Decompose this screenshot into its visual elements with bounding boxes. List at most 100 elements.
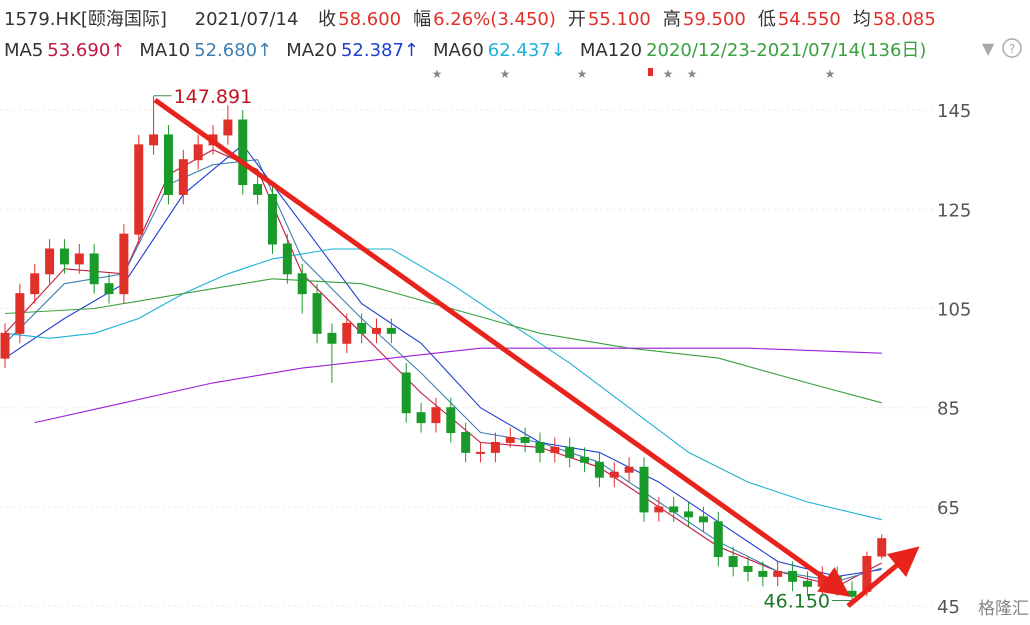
y-tick-label: 125 (937, 200, 971, 221)
candle-body (163, 134, 173, 195)
quote-value: 58.085 (872, 9, 936, 30)
candle-body (594, 461, 604, 478)
candle-body (773, 570, 783, 577)
ma-line (4, 159, 882, 582)
marker (648, 68, 653, 76)
star: ★ (663, 67, 674, 81)
ma-line (4, 144, 882, 577)
candle-body (505, 436, 515, 443)
max-label: 147.891 (174, 86, 253, 108)
symbol: 1579.HK[颐海国际] (4, 9, 167, 30)
y-tick-label: 45 (937, 597, 960, 618)
quote-label: 低 (757, 9, 776, 30)
help-icon-mark: ? (1009, 42, 1015, 56)
candle-body (490, 441, 500, 453)
ma-name: MA120 (579, 40, 643, 61)
candle-body (639, 466, 649, 513)
quote-value: 54.550 (777, 9, 841, 30)
quote-label: 收 (318, 9, 337, 30)
min-label: 46.150 (764, 590, 830, 612)
candle-body (669, 506, 679, 513)
y-tick-label: 85 (937, 399, 960, 420)
ma-value: 52.680↑ (194, 40, 273, 61)
trend-arrow (153, 97, 851, 597)
candle-body (372, 327, 381, 334)
candle-body (416, 412, 426, 424)
candle-body (149, 134, 159, 146)
ma-line (4, 278, 882, 404)
ma-name: MA5 (4, 40, 44, 61)
ma-line (34, 347, 882, 424)
candle-body (743, 565, 753, 572)
candle-body (446, 407, 456, 434)
candle-body (104, 283, 114, 295)
candle-body (357, 322, 367, 334)
quote-row: 1579.HK[颐海国际] 2021/07/14 收 58.600 幅 6.26%(3… (4, 5, 948, 31)
quote-value: 55.100 (587, 9, 651, 30)
quote-label: 均 (852, 9, 871, 30)
quote-value: 58.600 (338, 9, 402, 30)
candle-body (520, 436, 530, 443)
event-stars: ★ ★ ★ ★ ★ ★ (432, 67, 836, 81)
candle-body (684, 511, 694, 518)
candle-body (654, 506, 664, 513)
ma-line (4, 248, 882, 521)
candle-body (134, 144, 144, 235)
ma-name: MA60 (433, 40, 484, 61)
candle-body (386, 327, 396, 334)
candle-body (461, 432, 471, 453)
y-tick-label: 105 (937, 300, 971, 321)
quote-label: 高 (662, 9, 681, 30)
ma-value: 62.437↓ (487, 40, 566, 61)
candle-body (119, 233, 129, 295)
star: ★ (500, 67, 511, 81)
ma-value: 52.387↑ (340, 40, 420, 61)
ma-value: 53.690↑ (47, 40, 126, 61)
quote-value: 59.500 (682, 9, 746, 30)
candle-body (312, 293, 322, 334)
candle-body (15, 293, 25, 334)
candle-body (535, 441, 545, 453)
ma-value: 2020/12/23-2021/07/14(136日) (646, 40, 927, 61)
ma-name: MA10 (139, 40, 191, 61)
star: ★ (432, 67, 443, 81)
candle-body (476, 451, 486, 454)
date: 2021/07/14 (194, 9, 299, 30)
candle-body (580, 456, 590, 463)
candle-body (327, 332, 337, 344)
dropdown-icon[interactable]: ▼ (982, 39, 995, 58)
ma-legend: MA5 53.690↑ MA10 52.680↑ MA20 52.387↑ MA60 62.4… (4, 36, 940, 62)
candle-body (193, 144, 203, 161)
candle-body (253, 184, 263, 195)
star: ★ (825, 67, 836, 81)
quote-value: 6.26%(3.450) (433, 9, 556, 30)
candle-body (698, 516, 708, 523)
candle-body (223, 119, 233, 136)
candle-body (609, 471, 619, 478)
help-icon[interactable] (1002, 38, 1022, 58)
candle-body (89, 253, 99, 285)
candle-body (565, 446, 575, 458)
candle-body (877, 538, 887, 557)
trend-arrow (846, 546, 920, 608)
candle-body (59, 248, 69, 265)
candle-body (297, 273, 307, 295)
candle-body (267, 193, 277, 245)
ma-line (4, 149, 882, 587)
candle-body (802, 580, 812, 587)
y-tick-label: 65 (937, 498, 960, 519)
candle-body (758, 570, 768, 577)
candle-body (238, 119, 248, 186)
candles (0, 95, 887, 601)
candle-body (178, 159, 188, 195)
quote-label: 幅 (413, 9, 432, 30)
candle-body (342, 322, 352, 344)
candle-body (624, 466, 634, 473)
quote-label: 开 (567, 9, 586, 30)
candle-body (282, 243, 292, 275)
candle-body (74, 253, 84, 265)
candle-body (788, 570, 798, 582)
ma-name: MA20 (286, 40, 337, 61)
